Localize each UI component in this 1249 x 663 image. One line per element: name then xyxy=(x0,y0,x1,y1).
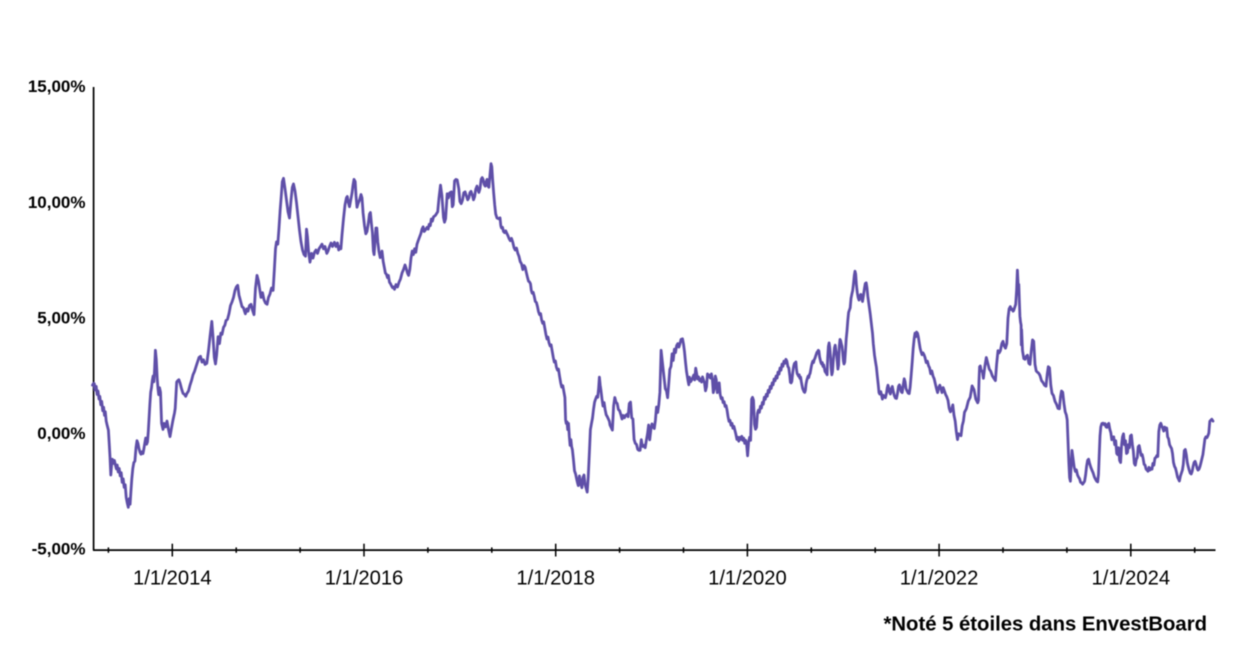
svg-text:1/1/2020: 1/1/2020 xyxy=(708,568,787,590)
svg-text:10,00%: 10,00% xyxy=(28,193,86,212)
svg-text:0,00%: 0,00% xyxy=(37,424,85,443)
svg-text:1/1/2024: 1/1/2024 xyxy=(1092,568,1171,590)
svg-text:1/1/2022: 1/1/2022 xyxy=(900,568,979,590)
svg-text:1/1/2016: 1/1/2016 xyxy=(325,568,404,590)
svg-text:1/1/2018: 1/1/2018 xyxy=(516,568,595,590)
svg-text:-5,00%: -5,00% xyxy=(32,540,86,559)
svg-text:1/1/2014: 1/1/2014 xyxy=(133,568,212,590)
svg-text:15,00%: 15,00% xyxy=(28,77,86,96)
svg-text:*Noté 5 étoiles dans EnvestBoa: *Noté 5 étoiles dans EnvestBoard xyxy=(884,613,1207,635)
svg-text:5,00%: 5,00% xyxy=(37,308,85,327)
